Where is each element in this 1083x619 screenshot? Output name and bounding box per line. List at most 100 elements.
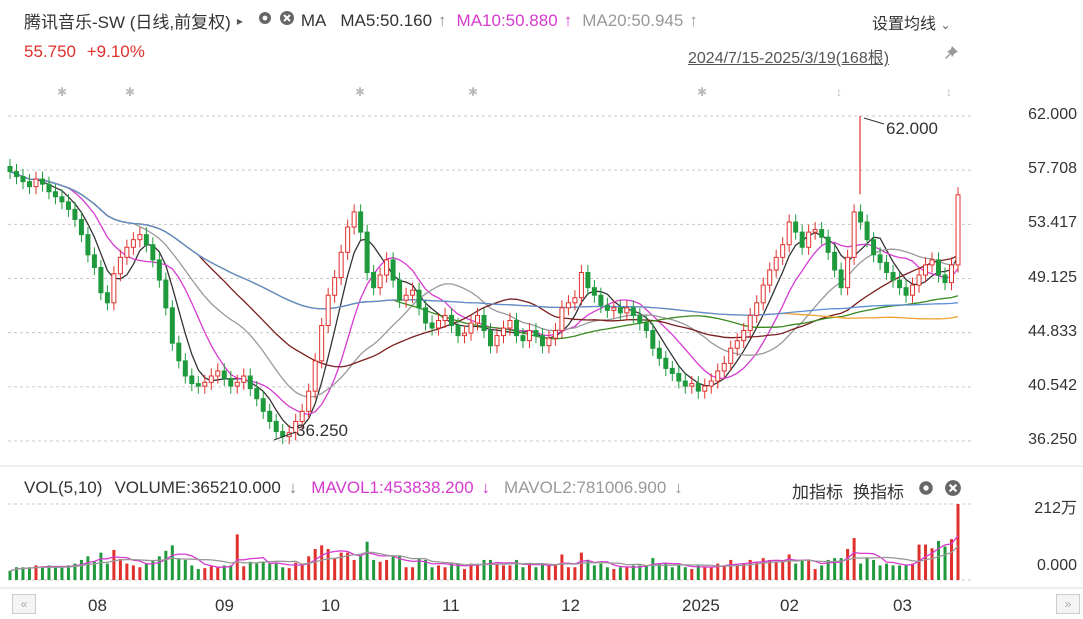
price-axis-label: 57.708 xyxy=(1028,160,1077,178)
volume-bar xyxy=(339,552,343,580)
close-icon[interactable] xyxy=(279,10,295,31)
volume-bar xyxy=(60,567,64,580)
candle-body xyxy=(46,183,52,193)
candle-body xyxy=(546,337,552,347)
volume-bar xyxy=(553,565,557,580)
last-price: 55.750 xyxy=(24,42,76,61)
candle-body xyxy=(767,269,773,286)
volume-bar xyxy=(469,563,473,580)
candle-body xyxy=(39,178,45,185)
volume-bar xyxy=(34,565,38,580)
volume-bar xyxy=(722,565,726,580)
candle-body xyxy=(390,259,396,281)
candle-body xyxy=(871,239,877,256)
volume-bar xyxy=(709,567,713,580)
mavol1-arrow: ↓ xyxy=(481,478,491,497)
volume-bar xyxy=(346,552,350,580)
vol-label[interactable]: VOL(5,10) xyxy=(24,478,103,497)
indicator-close-icon[interactable] xyxy=(944,479,962,502)
play-icon[interactable]: ▸ xyxy=(236,13,243,28)
volume-bar xyxy=(404,567,408,580)
volume-arrow: ↓ xyxy=(288,478,298,497)
high-pointer xyxy=(863,117,885,125)
indicator-header: 腾讯音乐-SW (日线,前复权) ▸ MA MA5:50.160 ↑ MA10:… xyxy=(24,8,704,33)
volume-bar xyxy=(313,548,317,580)
volume-bar xyxy=(813,569,817,580)
candle-body xyxy=(624,307,630,314)
volume-bar xyxy=(865,558,869,580)
volume-bar xyxy=(8,570,12,580)
scroll-left-button[interactable]: « xyxy=(12,594,36,614)
volume-bar xyxy=(190,565,194,580)
volume-bar xyxy=(86,556,90,580)
candle-body xyxy=(455,325,461,337)
gear-icon[interactable] xyxy=(257,10,273,31)
add-indicator-button[interactable]: 加指标 xyxy=(792,483,843,502)
volume-bar xyxy=(833,558,837,580)
candle-body xyxy=(293,420,299,434)
candle-body xyxy=(923,264,929,276)
candle-body xyxy=(299,410,305,422)
volume-bar xyxy=(144,563,148,580)
volume-bar xyxy=(216,567,220,580)
volume-bar xyxy=(527,563,531,580)
stock-title[interactable]: 腾讯音乐-SW (日线,前复权) xyxy=(24,13,231,32)
pin-icon[interactable] xyxy=(942,44,960,67)
volume-bar xyxy=(586,559,590,580)
ma10-value: MA10:50.880 xyxy=(456,10,558,30)
volume-bar xyxy=(229,565,233,580)
volume-bar xyxy=(398,556,402,580)
candle-body xyxy=(793,221,799,233)
ma5-line xyxy=(9,170,959,430)
candle-body xyxy=(221,370,227,380)
ma-settings-dropdown[interactable]: 设置均线 ⌄ xyxy=(872,10,951,34)
candle-body xyxy=(721,362,727,372)
candle-body xyxy=(33,178,39,188)
volume-bar xyxy=(359,556,363,580)
event-marker: ✱ xyxy=(125,85,135,99)
volume-bar xyxy=(131,565,135,580)
volume-bar xyxy=(566,567,570,580)
candle-body xyxy=(773,256,779,271)
candle-body xyxy=(845,256,851,289)
volume-bar xyxy=(281,567,285,580)
volume-bar xyxy=(898,565,902,580)
volume-bar xyxy=(261,561,265,580)
volume-bar xyxy=(450,563,454,580)
candle-body xyxy=(13,171,19,178)
candle-body xyxy=(877,254,883,263)
switch-indicator-button[interactable]: 换指标 xyxy=(853,483,904,502)
indicator-gear-icon[interactable] xyxy=(917,479,935,502)
mavol2-arrow: ↓ xyxy=(674,478,683,497)
candle-body xyxy=(585,272,591,289)
volume-bar xyxy=(930,548,934,580)
volume-bar xyxy=(508,565,512,580)
candle-body xyxy=(273,420,279,433)
candle-body xyxy=(325,294,331,327)
x-axis-label: 2025 xyxy=(682,596,720,615)
volume-bar xyxy=(547,565,551,580)
volume-bar xyxy=(872,559,876,580)
candle-body xyxy=(228,378,234,387)
volume-bar xyxy=(118,559,122,580)
date-range[interactable]: 2024/7/15-2025/3/19(168根) xyxy=(688,50,890,67)
scroll-right-button[interactable]: » xyxy=(1056,594,1080,614)
candle-body xyxy=(332,277,338,296)
candle-body xyxy=(611,307,617,311)
volume-bar xyxy=(222,565,226,580)
candle-body xyxy=(552,330,558,339)
ma-label: MA xyxy=(300,10,327,30)
volume-bar xyxy=(443,567,447,580)
candle-body xyxy=(462,332,468,337)
volume-bar xyxy=(47,565,51,580)
candle-body xyxy=(358,211,364,233)
candle-body xyxy=(702,385,708,392)
volume-bar xyxy=(378,561,382,580)
candle-body xyxy=(715,370,721,382)
candle-body xyxy=(215,370,221,377)
volume-bar xyxy=(385,559,389,580)
candle-body xyxy=(189,375,195,385)
volume-bar xyxy=(716,563,720,580)
volume-bar xyxy=(73,563,77,580)
